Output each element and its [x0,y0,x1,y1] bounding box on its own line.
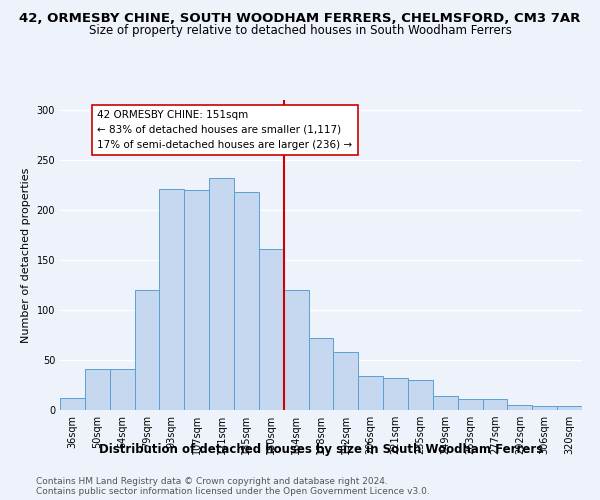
Bar [433,396,458,410]
Bar [110,369,134,410]
Bar [234,192,259,410]
Text: Distribution of detached houses by size in South Woodham Ferrers: Distribution of detached houses by size … [99,442,543,456]
Bar [458,399,482,410]
Bar [358,376,383,410]
Bar [482,399,508,410]
Bar [284,290,308,410]
Bar [60,398,85,410]
Bar [85,369,110,410]
Bar [160,189,184,410]
Bar [557,406,582,410]
Text: Size of property relative to detached houses in South Woodham Ferrers: Size of property relative to detached ho… [89,24,511,37]
Bar [134,290,160,410]
Bar [408,380,433,410]
Text: 42, ORMESBY CHINE, SOUTH WOODHAM FERRERS, CHELMSFORD, CM3 7AR: 42, ORMESBY CHINE, SOUTH WOODHAM FERRERS… [19,12,581,26]
Text: Contains public sector information licensed under the Open Government Licence v3: Contains public sector information licen… [36,488,430,496]
Text: Contains HM Land Registry data © Crown copyright and database right 2024.: Contains HM Land Registry data © Crown c… [36,478,388,486]
Bar [259,249,284,410]
Bar [532,406,557,410]
Bar [334,352,358,410]
Bar [308,338,334,410]
Bar [383,378,408,410]
Bar [508,405,532,410]
Bar [184,190,209,410]
Y-axis label: Number of detached properties: Number of detached properties [21,168,31,342]
Text: 42 ORMESBY CHINE: 151sqm
← 83% of detached houses are smaller (1,117)
17% of sem: 42 ORMESBY CHINE: 151sqm ← 83% of detach… [97,110,352,150]
Bar [209,178,234,410]
